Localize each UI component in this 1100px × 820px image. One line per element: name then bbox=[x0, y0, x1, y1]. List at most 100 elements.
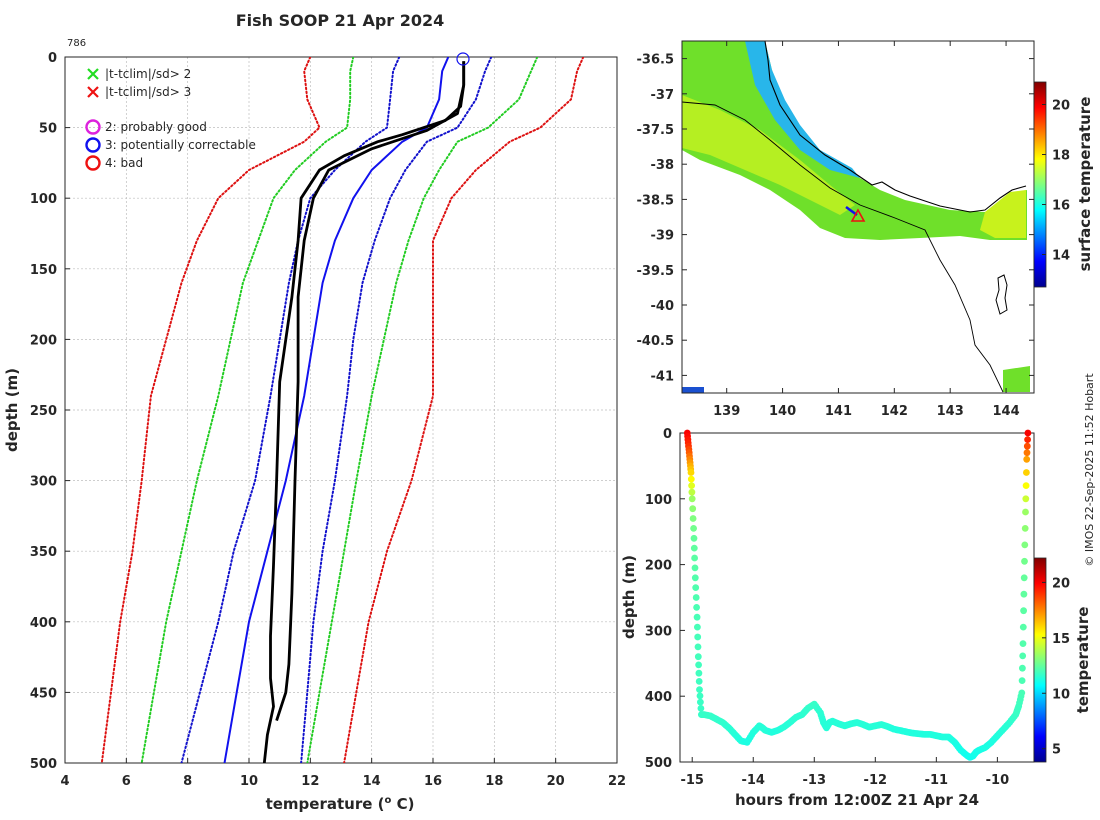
surface-flag-marker bbox=[456, 52, 470, 66]
sst-map: 139 140 141 142 143 144 -36.5 -37 -37.5 -38 -38.5 -… bbox=[637, 40, 1094, 419]
track-point bbox=[692, 584, 700, 591]
track-ticks: -15 -14 -13 -12 -11 -10 0 100 200 300 400 500 bbox=[645, 427, 1009, 788]
profile-y-tick-label: 100 bbox=[30, 192, 57, 207]
map-colorbar bbox=[1033, 81, 1047, 288]
profile-series-line bbox=[300, 57, 493, 763]
map-colorbar-ticks: 14 16 18 20 bbox=[1042, 99, 1070, 264]
profile-x-tick-label: 20 bbox=[547, 774, 565, 789]
legend-label: 2: probably good bbox=[105, 120, 207, 134]
profile-y-tick-label: 300 bbox=[30, 475, 57, 490]
track-y-tick-label: 500 bbox=[645, 756, 672, 771]
shelf-contour bbox=[682, 101, 1004, 393]
profile-x-tick-label: 8 bbox=[183, 774, 192, 789]
profile-y-tick-label: 200 bbox=[30, 333, 57, 348]
sst-bass-strait bbox=[980, 190, 1026, 238]
track-point bbox=[694, 623, 701, 631]
profile-series bbox=[100, 57, 585, 763]
track-y-tick-label: 400 bbox=[645, 690, 672, 705]
map-x-tick-label: 144 bbox=[992, 404, 1019, 419]
track-point bbox=[1019, 623, 1027, 631]
sst-swath-cold bbox=[745, 41, 860, 178]
profile-x-tick-label: 22 bbox=[608, 774, 626, 789]
depth-time-chart: -15 -14 -13 -12 -11 -10 0 100 200 300 400 500 hours… bbox=[620, 427, 1092, 809]
track-point bbox=[695, 678, 703, 685]
track-y-tick-label: 100 bbox=[645, 493, 672, 508]
profile-y-tick-label: 0 bbox=[48, 51, 57, 66]
map-y-tick-label: -37.5 bbox=[637, 123, 674, 138]
legend-x-marker bbox=[87, 68, 99, 80]
track-x-tick-label: -15 bbox=[680, 773, 704, 788]
map-colorbar-label: surface temperature bbox=[1076, 97, 1094, 272]
profile-y-tick-label: 150 bbox=[30, 263, 57, 278]
track-point bbox=[696, 692, 704, 700]
track-point bbox=[691, 564, 699, 572]
track-point bbox=[693, 613, 701, 621]
track-point bbox=[1023, 442, 1031, 450]
track-point bbox=[1022, 482, 1030, 489]
map-colorbar-tick-label: 16 bbox=[1052, 199, 1070, 214]
map-y-tick-label: -38.5 bbox=[637, 193, 674, 208]
track-point bbox=[694, 633, 702, 641]
map-x-tick-label: 140 bbox=[769, 404, 796, 419]
track-x-tick-label: -13 bbox=[803, 773, 827, 788]
track-point bbox=[692, 594, 700, 601]
track-point bbox=[697, 698, 704, 706]
profile-series-line bbox=[180, 57, 401, 763]
track-point bbox=[689, 515, 697, 522]
legend-circle-marker bbox=[85, 119, 101, 135]
map-x-tick-label: 142 bbox=[881, 404, 908, 419]
track-point bbox=[691, 554, 698, 562]
legend-label: |t-tclim|/sd> 3 bbox=[105, 85, 191, 99]
track-point bbox=[691, 574, 699, 582]
track-point bbox=[1022, 508, 1029, 516]
track-colorbar-label: temperature bbox=[1074, 607, 1092, 714]
track-point bbox=[1020, 590, 1028, 598]
legend-label: 4: bad bbox=[105, 156, 143, 170]
profile-y-tick-label: 500 bbox=[30, 757, 57, 772]
map-y-tick-label: -41 bbox=[651, 369, 675, 384]
track-point bbox=[693, 604, 700, 611]
map-colorbar-tick-label: 18 bbox=[1052, 149, 1070, 164]
map-x-tick-label: 143 bbox=[937, 404, 964, 419]
track-point bbox=[1023, 449, 1031, 457]
map-colorbar-tick-label: 14 bbox=[1052, 249, 1070, 264]
track-point bbox=[1019, 640, 1027, 647]
track-point bbox=[694, 643, 702, 651]
track-point bbox=[1023, 455, 1031, 463]
profile-y-tick-label: 350 bbox=[30, 545, 57, 560]
track-x-axis-label: hours from 12:00Z 21 Apr 24 bbox=[735, 791, 979, 809]
track-point bbox=[1020, 574, 1028, 582]
track-point bbox=[688, 488, 696, 496]
profile-y-tick-label: 450 bbox=[30, 686, 57, 701]
track-y-tick-label: 300 bbox=[645, 624, 672, 639]
profile-series-line bbox=[343, 57, 585, 763]
legend-circle-marker bbox=[85, 155, 101, 171]
track-point bbox=[690, 525, 697, 532]
profile-y-tick-label: 50 bbox=[39, 122, 57, 137]
track-x-tick-label: -14 bbox=[741, 773, 765, 788]
track-point bbox=[1024, 436, 1031, 443]
sst-south-patch bbox=[1003, 366, 1030, 392]
track-point bbox=[695, 669, 703, 677]
sst-cold-corner bbox=[682, 387, 704, 393]
profile-id-label: 786 bbox=[67, 38, 86, 49]
map-y-tick-label: -36.5 bbox=[637, 53, 674, 68]
profile-x-tick-label: 6 bbox=[122, 774, 131, 789]
track-x-tick-label: -12 bbox=[864, 773, 888, 788]
track-colorbar-tick-label: 10 bbox=[1052, 687, 1070, 702]
track-point bbox=[694, 653, 702, 661]
track-point bbox=[1021, 557, 1028, 565]
track-point bbox=[1019, 652, 1027, 660]
profile-series-line bbox=[223, 57, 450, 763]
track-colorbar-tick-label: 5 bbox=[1052, 743, 1061, 758]
track-point bbox=[695, 661, 702, 669]
track-point bbox=[690, 534, 698, 542]
sst-swath-warm bbox=[682, 95, 855, 215]
map-colorbar-tick-label: 20 bbox=[1052, 99, 1070, 114]
map-ticks: 139 140 141 142 143 144 -36.5 -37 -37.5 -38 -38.5 -… bbox=[637, 41, 1034, 419]
track-point bbox=[1022, 495, 1030, 503]
track-point bbox=[1023, 469, 1030, 476]
legend-label: 3: potentially correctable bbox=[105, 138, 256, 152]
track-plot-frame bbox=[679, 432, 1035, 763]
